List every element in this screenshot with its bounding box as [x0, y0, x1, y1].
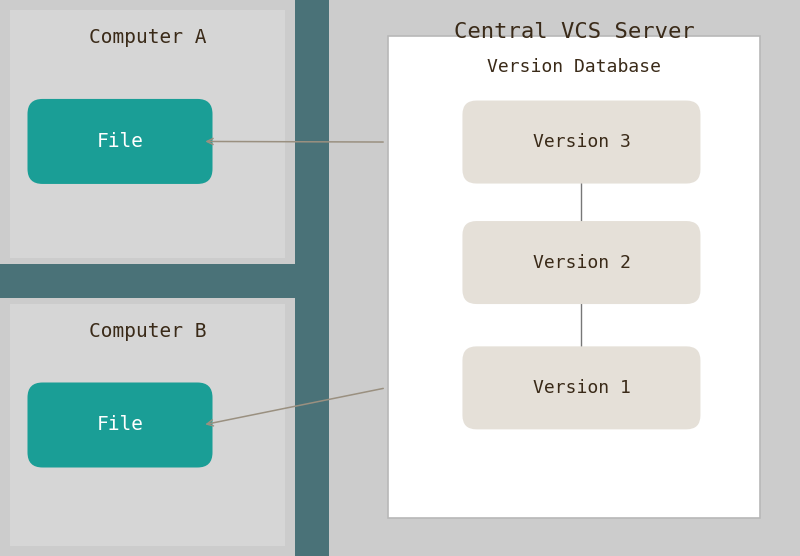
Text: Version 3: Version 3: [533, 133, 630, 151]
FancyBboxPatch shape: [462, 346, 701, 429]
Text: Computer A: Computer A: [89, 28, 206, 47]
FancyBboxPatch shape: [10, 304, 285, 546]
Text: Version Database: Version Database: [487, 58, 661, 76]
FancyBboxPatch shape: [27, 99, 213, 184]
Text: File: File: [97, 132, 143, 151]
FancyBboxPatch shape: [462, 101, 701, 183]
FancyBboxPatch shape: [10, 10, 285, 258]
FancyBboxPatch shape: [27, 383, 213, 468]
Text: Version 2: Version 2: [533, 254, 630, 271]
FancyBboxPatch shape: [295, 0, 329, 556]
FancyBboxPatch shape: [388, 36, 760, 518]
FancyBboxPatch shape: [0, 264, 329, 298]
Text: Central VCS Server: Central VCS Server: [454, 22, 694, 42]
Text: File: File: [97, 415, 143, 434]
FancyBboxPatch shape: [462, 221, 701, 304]
Text: Version 1: Version 1: [533, 379, 630, 397]
Text: Computer B: Computer B: [89, 322, 206, 341]
